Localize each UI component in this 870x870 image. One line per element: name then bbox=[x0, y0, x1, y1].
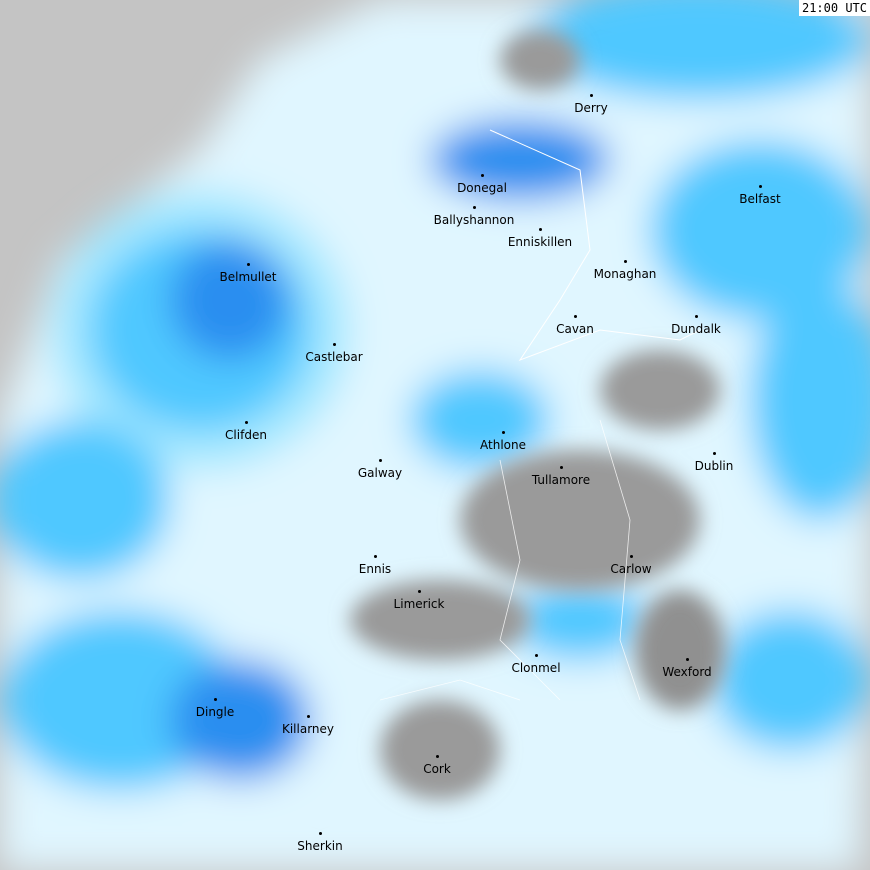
city-label-ennis: Ennis bbox=[358, 562, 392, 576]
city-dot bbox=[574, 315, 577, 318]
city-dot bbox=[473, 206, 476, 209]
city-label-tullamore: Tullamore bbox=[531, 473, 591, 487]
city-label-dublin: Dublin bbox=[694, 459, 734, 473]
city-label-enniskillen: Enniskillen bbox=[507, 235, 573, 249]
city-dot bbox=[560, 466, 563, 469]
city-label-cork: Cork bbox=[423, 762, 451, 776]
dry-land-areas bbox=[350, 30, 725, 800]
city-dot bbox=[481, 174, 484, 177]
city-label-killarney: Killarney bbox=[281, 722, 335, 736]
city-dot bbox=[214, 698, 217, 701]
city-dot bbox=[247, 263, 250, 266]
city-dot bbox=[436, 755, 439, 758]
city-dot bbox=[374, 555, 377, 558]
city-label-derry: Derry bbox=[574, 101, 608, 115]
city-label-limerick: Limerick bbox=[393, 597, 445, 611]
city-label-dingle: Dingle bbox=[195, 705, 235, 719]
city-dot bbox=[502, 431, 505, 434]
city-label-clonmel: Clonmel bbox=[511, 661, 561, 675]
city-dot bbox=[333, 343, 336, 346]
city-label-cavan: Cavan bbox=[556, 322, 594, 336]
city-label-belfast: Belfast bbox=[739, 192, 781, 206]
city-dot bbox=[418, 590, 421, 593]
city-label-belmullet: Belmullet bbox=[219, 270, 277, 284]
city-label-dundalk: Dundalk bbox=[671, 322, 721, 336]
city-dot bbox=[695, 315, 698, 318]
city-dot bbox=[759, 185, 762, 188]
city-dot bbox=[245, 421, 248, 424]
city-dot bbox=[379, 459, 382, 462]
city-label-castlebar: Castlebar bbox=[305, 350, 363, 364]
city-label-sherkin: Sherkin bbox=[297, 839, 343, 853]
timestamp-label: 21:00 UTC bbox=[798, 0, 870, 16]
city-label-clifden: Clifden bbox=[225, 428, 267, 442]
city-dot bbox=[307, 715, 310, 718]
city-label-athlone: Athlone bbox=[480, 438, 526, 452]
city-dot bbox=[686, 658, 689, 661]
city-dot bbox=[630, 555, 633, 558]
city-label-ballyshannon: Ballyshannon bbox=[433, 213, 515, 227]
city-dot bbox=[319, 832, 322, 835]
city-label-galway: Galway bbox=[357, 466, 403, 480]
northern-ireland-border bbox=[489, 129, 701, 362]
city-label-wexford: Wexford bbox=[662, 665, 712, 679]
city-dot bbox=[624, 260, 627, 263]
city-dot bbox=[535, 654, 538, 657]
city-dot bbox=[590, 94, 593, 97]
city-dot bbox=[539, 228, 542, 231]
city-label-carlow: Carlow bbox=[610, 562, 652, 576]
county-borders bbox=[379, 419, 641, 701]
city-label-monaghan: Monaghan bbox=[593, 267, 657, 281]
city-label-donegal: Donegal bbox=[457, 181, 507, 195]
city-dot bbox=[713, 452, 716, 455]
